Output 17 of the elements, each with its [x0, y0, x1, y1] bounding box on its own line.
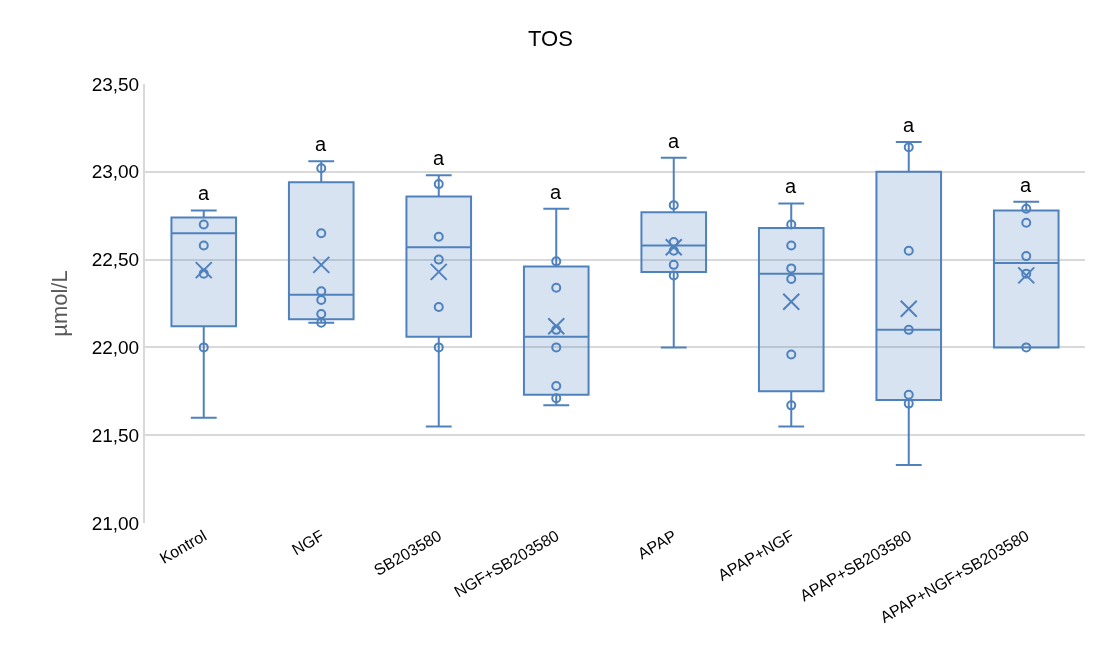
chart-title: TOS — [528, 25, 573, 51]
annotation: a — [315, 133, 327, 155]
annotation: a — [550, 181, 562, 203]
annotation: a — [1020, 174, 1032, 196]
y-tick-label: 21,50 — [91, 424, 140, 446]
annotation: a — [903, 114, 915, 136]
annotation: a — [785, 175, 797, 197]
y-axis-title: µmol/L — [46, 270, 72, 337]
y-tick-label: 23,00 — [91, 161, 140, 183]
x-tick-label: NGF — [288, 526, 327, 559]
annotation: a — [433, 147, 445, 169]
y-tick-label: 22,00 — [91, 337, 140, 359]
annotation: a — [668, 130, 680, 152]
annotation: a — [198, 182, 210, 204]
y-tick-label: 22,50 — [91, 249, 140, 271]
y-tick-label: 23,50 — [91, 73, 140, 95]
y-tick-label: 21,00 — [91, 512, 140, 534]
